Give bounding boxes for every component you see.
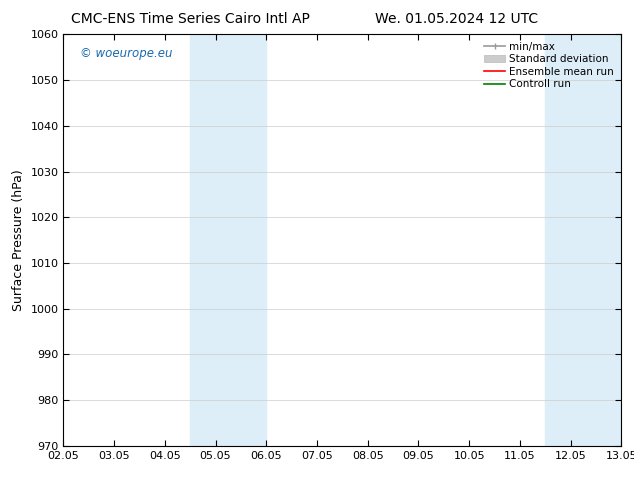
Y-axis label: Surface Pressure (hPa): Surface Pressure (hPa) [12, 169, 25, 311]
Text: We. 01.05.2024 12 UTC: We. 01.05.2024 12 UTC [375, 12, 538, 26]
Bar [190, 34, 266, 446]
Text: CMC-ENS Time Series Cairo Intl AP: CMC-ENS Time Series Cairo Intl AP [71, 12, 309, 26]
Legend: min/max, Standard deviation, Ensemble mean run, Controll run: min/max, Standard deviation, Ensemble me… [482, 40, 616, 92]
Text: © woeurope.eu: © woeurope.eu [80, 47, 172, 60]
Bar [545, 34, 621, 446]
